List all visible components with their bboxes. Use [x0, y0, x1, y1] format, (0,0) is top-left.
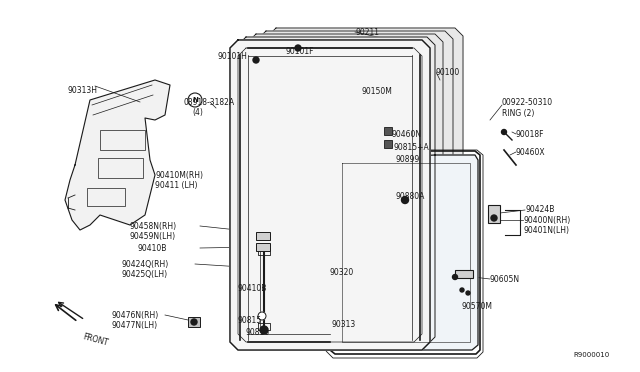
Text: 90460N: 90460N: [392, 130, 422, 139]
Text: 90101H: 90101H: [218, 52, 248, 61]
Circle shape: [188, 93, 202, 107]
Bar: [256, 232, 270, 240]
Text: 90605N: 90605N: [490, 275, 520, 284]
Polygon shape: [335, 155, 478, 350]
Bar: [455, 270, 473, 278]
Circle shape: [401, 196, 408, 203]
Polygon shape: [248, 34, 443, 339]
Text: 90816: 90816: [245, 328, 269, 337]
Text: 90411 (LH): 90411 (LH): [155, 181, 198, 190]
Text: 90150M: 90150M: [362, 87, 393, 96]
Polygon shape: [238, 37, 435, 345]
Bar: [98, 158, 143, 178]
Bar: [100, 130, 145, 150]
Text: N: N: [192, 97, 198, 103]
Text: (4): (4): [192, 108, 203, 117]
Text: 00922-50310: 00922-50310: [502, 98, 553, 107]
Circle shape: [466, 291, 470, 295]
Text: 90320: 90320: [330, 268, 355, 277]
Polygon shape: [230, 40, 430, 350]
Text: 90401N(LH): 90401N(LH): [523, 226, 569, 235]
Bar: [384, 140, 392, 148]
Text: 90410B: 90410B: [238, 284, 268, 293]
Text: 90410M(RH): 90410M(RH): [155, 171, 203, 180]
Text: 90424B: 90424B: [525, 205, 554, 214]
Circle shape: [460, 288, 464, 292]
Text: 90313: 90313: [332, 320, 356, 329]
Text: 90476N(RH): 90476N(RH): [112, 311, 159, 320]
Text: 90815: 90815: [238, 316, 262, 325]
Circle shape: [491, 215, 497, 221]
Bar: [384, 127, 392, 135]
Text: 90460X: 90460X: [516, 148, 546, 157]
Text: 08918-3182A: 08918-3182A: [183, 98, 234, 107]
Text: 90313H: 90313H: [68, 86, 98, 95]
Text: 90815+A: 90815+A: [394, 143, 429, 152]
Text: 90100: 90100: [436, 68, 460, 77]
Circle shape: [258, 312, 266, 320]
Text: 90899: 90899: [396, 155, 420, 164]
Circle shape: [191, 319, 197, 325]
Text: 90410B: 90410B: [137, 244, 166, 253]
Text: 90018F: 90018F: [516, 130, 545, 139]
Text: RING (2): RING (2): [502, 109, 534, 118]
Text: 90880A: 90880A: [396, 192, 426, 201]
Circle shape: [260, 326, 268, 334]
Polygon shape: [268, 28, 463, 333]
Circle shape: [452, 275, 458, 279]
Bar: [488, 205, 500, 223]
Text: 90400N(RH): 90400N(RH): [523, 216, 570, 225]
Circle shape: [502, 129, 506, 135]
Circle shape: [253, 57, 259, 63]
Bar: [188, 317, 200, 327]
Polygon shape: [230, 40, 430, 350]
Text: 90101F: 90101F: [285, 47, 314, 56]
Circle shape: [295, 45, 301, 51]
Text: 90211: 90211: [355, 28, 379, 37]
Bar: [256, 243, 270, 251]
Text: 90458N(RH): 90458N(RH): [130, 222, 177, 231]
Bar: [87, 188, 125, 206]
Text: 90477N(LH): 90477N(LH): [112, 321, 158, 330]
Text: FRONT: FRONT: [82, 332, 109, 347]
Polygon shape: [65, 80, 170, 230]
Text: R9000010: R9000010: [573, 352, 610, 358]
Text: 90425Q(LH): 90425Q(LH): [122, 270, 168, 279]
Text: 90424Q(RH): 90424Q(RH): [122, 260, 169, 269]
Text: 90570M: 90570M: [461, 302, 492, 311]
Polygon shape: [258, 31, 453, 336]
Text: 90459N(LH): 90459N(LH): [130, 232, 176, 241]
